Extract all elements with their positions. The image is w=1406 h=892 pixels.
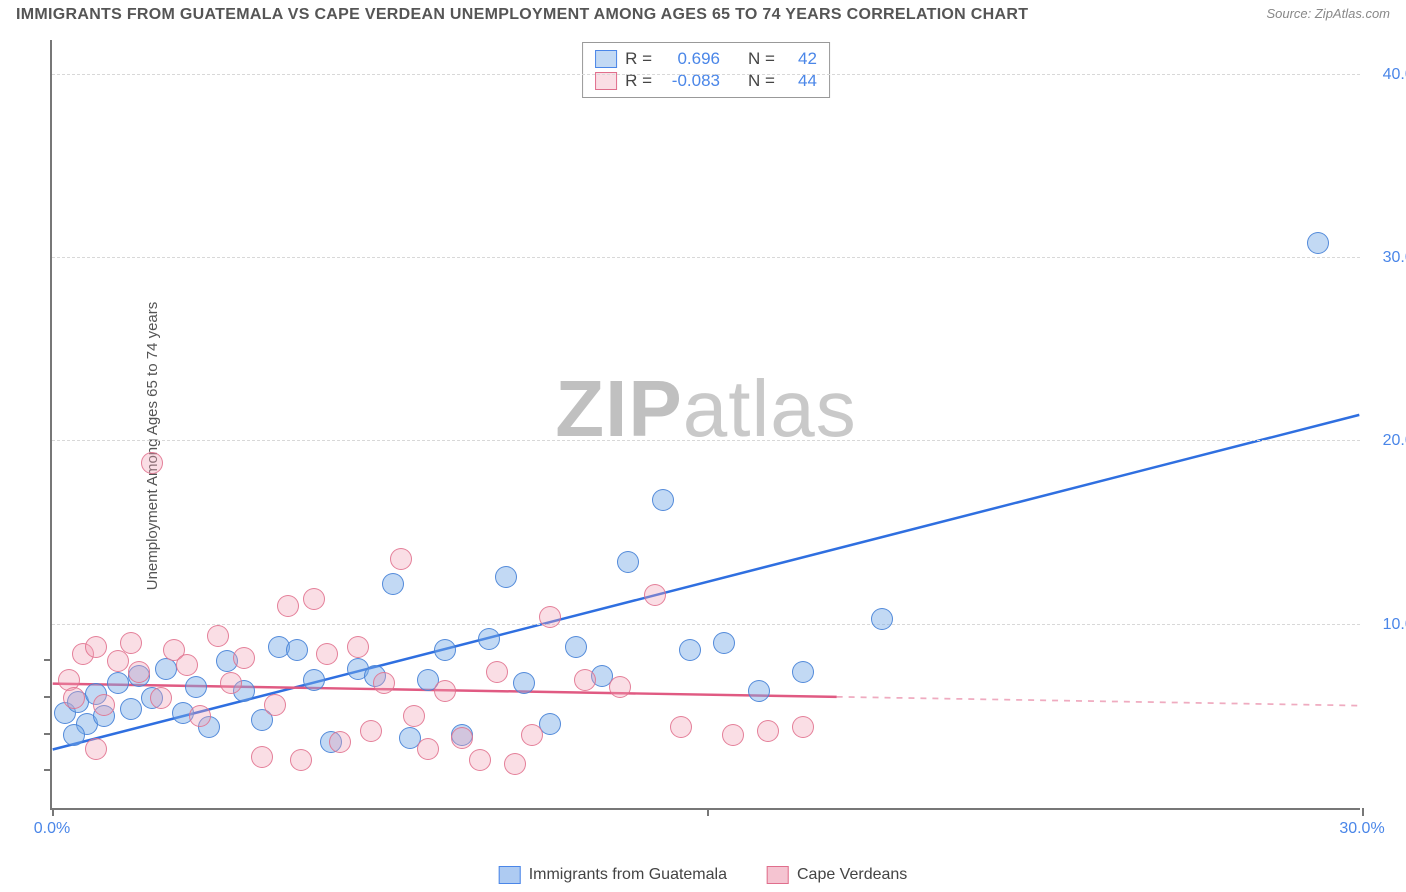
gridline xyxy=(52,440,1360,441)
data-point xyxy=(107,672,129,694)
legend-item: Cape Verdeans xyxy=(767,866,907,884)
data-point xyxy=(63,724,85,746)
data-point xyxy=(609,676,631,698)
data-point xyxy=(434,639,456,661)
data-point xyxy=(722,724,744,746)
data-point xyxy=(617,551,639,573)
data-point xyxy=(652,489,674,511)
data-point xyxy=(434,680,456,702)
data-point xyxy=(189,705,211,727)
data-point xyxy=(150,687,172,709)
data-point xyxy=(128,661,150,683)
data-point xyxy=(513,672,535,694)
y-tick-label: 10.0% xyxy=(1368,616,1406,634)
legend-swatch xyxy=(767,866,789,884)
legend-label: Cape Verdeans xyxy=(797,866,907,883)
data-point xyxy=(486,661,508,683)
data-point xyxy=(303,588,325,610)
data-point xyxy=(277,595,299,617)
gridline xyxy=(52,257,1360,258)
data-point xyxy=(120,698,142,720)
data-point xyxy=(316,643,338,665)
data-point xyxy=(757,720,779,742)
data-point xyxy=(521,724,543,746)
data-point xyxy=(403,705,425,727)
series-legend: Immigrants from Guatemala Cape Verdeans xyxy=(499,866,908,884)
y-tick-label: 40.0% xyxy=(1368,66,1406,84)
y-tick-label: 30.0% xyxy=(1368,249,1406,267)
legend-label: Immigrants from Guatemala xyxy=(529,866,727,883)
x-tick-mark xyxy=(52,808,54,816)
data-point xyxy=(792,716,814,738)
data-point xyxy=(233,647,255,669)
data-point xyxy=(670,716,692,738)
data-point xyxy=(251,746,273,768)
data-point xyxy=(382,573,404,595)
data-point xyxy=(539,606,561,628)
data-point xyxy=(478,628,500,650)
data-point xyxy=(504,753,526,775)
x-tick-mark xyxy=(1362,808,1364,816)
data-point xyxy=(792,661,814,683)
data-point xyxy=(290,749,312,771)
x-tick-mark xyxy=(707,808,709,816)
data-point xyxy=(451,727,473,749)
n-value: 42 xyxy=(783,49,817,69)
gridline xyxy=(52,624,1360,625)
data-point xyxy=(574,669,596,691)
legend-swatch xyxy=(595,50,617,68)
data-point xyxy=(390,548,412,570)
scatter-plot-area: ZIPatlas R =0.696N =42R =-0.083N =44 10.… xyxy=(50,40,1360,810)
data-point xyxy=(329,731,351,753)
data-point xyxy=(207,625,229,647)
chart-title: IMMIGRANTS FROM GUATEMALA VS CAPE VERDEA… xyxy=(16,6,1028,23)
n-label: N = xyxy=(748,49,775,69)
x-tick-label: 0.0% xyxy=(34,820,70,838)
data-point xyxy=(565,636,587,658)
correlation-legend: R =0.696N =42R =-0.083N =44 xyxy=(582,42,830,98)
data-point xyxy=(1307,232,1329,254)
legend-swatch xyxy=(595,72,617,90)
gridline xyxy=(52,74,1360,75)
data-point xyxy=(713,632,735,654)
data-point xyxy=(176,654,198,676)
x-tick-label: 30.0% xyxy=(1339,820,1384,838)
data-point xyxy=(85,636,107,658)
data-point xyxy=(495,566,517,588)
data-point xyxy=(373,672,395,694)
data-point xyxy=(286,639,308,661)
data-point xyxy=(120,632,142,654)
data-point xyxy=(417,738,439,760)
data-point xyxy=(93,694,115,716)
y-tick-label: 20.0% xyxy=(1368,432,1406,450)
data-point xyxy=(360,720,382,742)
data-point xyxy=(679,639,701,661)
data-point xyxy=(85,738,107,760)
trend-line-extrapolated xyxy=(837,697,1360,706)
data-point xyxy=(469,749,491,771)
y-tick-mark xyxy=(44,733,52,735)
data-point xyxy=(347,636,369,658)
data-point xyxy=(141,452,163,474)
data-point xyxy=(303,669,325,691)
source-attribution: Source: ZipAtlas.com xyxy=(1266,6,1390,21)
y-tick-mark xyxy=(44,696,52,698)
data-point xyxy=(871,608,893,630)
data-point xyxy=(220,672,242,694)
data-point xyxy=(748,680,770,702)
legend-row: R = 0.696 N = 42 xyxy=(595,49,817,69)
legend-item: Immigrants from Guatemala xyxy=(499,866,727,884)
y-tick-mark xyxy=(44,769,52,771)
r-value: 0.696 xyxy=(660,49,720,69)
legend-swatch xyxy=(499,866,521,884)
y-tick-mark xyxy=(44,659,52,661)
data-point xyxy=(63,687,85,709)
data-point xyxy=(264,694,286,716)
data-point xyxy=(185,676,207,698)
r-label: R = xyxy=(625,49,652,69)
data-point xyxy=(644,584,666,606)
data-point xyxy=(107,650,129,672)
